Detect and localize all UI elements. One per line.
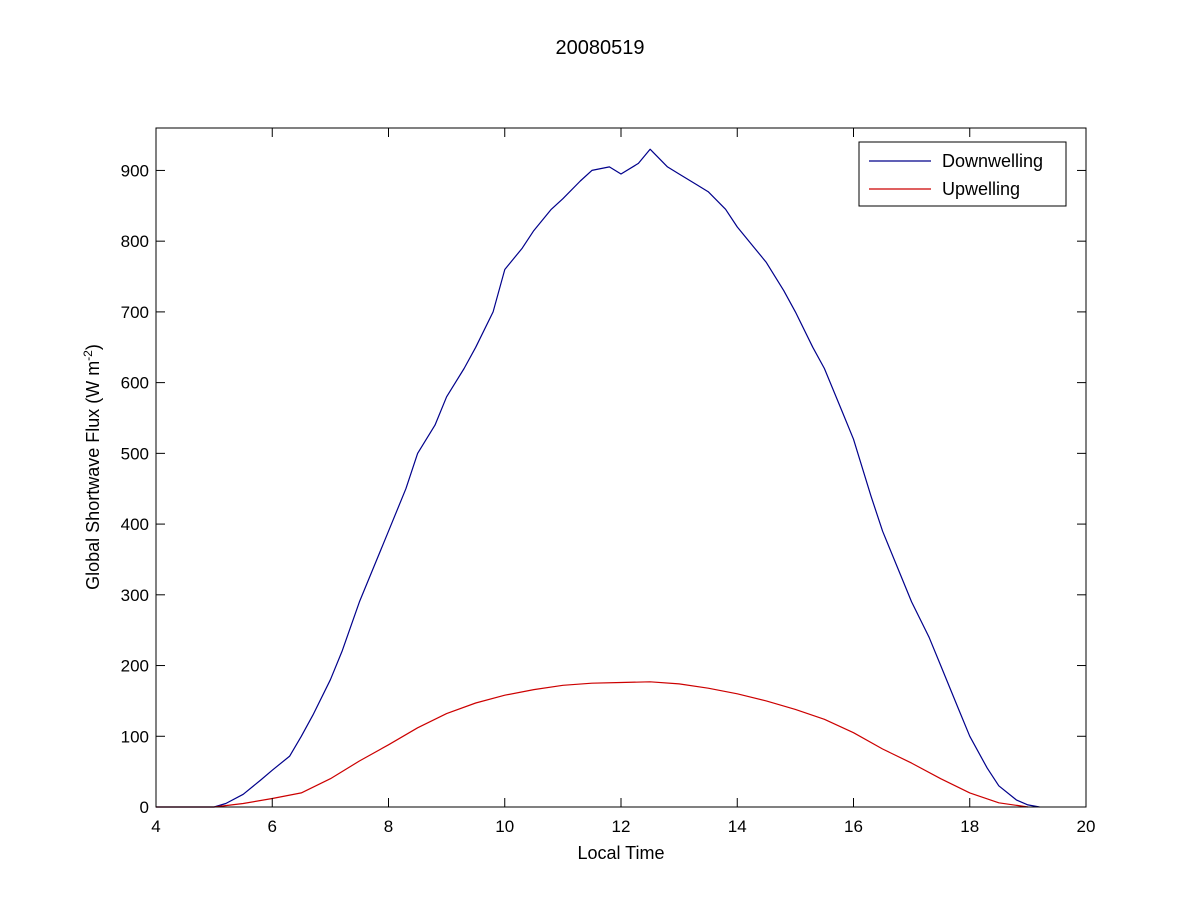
x-tick-label: 16 xyxy=(844,817,863,836)
y-tick-label: 0 xyxy=(140,798,149,817)
x-tick-label: 10 xyxy=(495,817,514,836)
ticks-layer: 4 6 8 10 12 14 16 18 200100200300400500600700800… xyxy=(121,128,1096,836)
y-axis-label: Global Shortwave Flux (W m-2) xyxy=(81,344,103,590)
y-tick-label: 200 xyxy=(121,657,149,676)
y-tick-label: 100 xyxy=(121,727,149,746)
chart-title: 20080519 xyxy=(556,37,645,59)
y-axis-label-sup: -2 xyxy=(81,350,95,361)
plot-area: 4 6 8 10 12 14 16 18 200100200300400500600700800… xyxy=(121,127,1096,836)
legend-label-downwelling: Downwelling xyxy=(942,151,1043,171)
legend-box xyxy=(858,141,1067,207)
x-axis-label: Local Time xyxy=(577,843,664,863)
series-line-downwelling xyxy=(156,148,1040,808)
legend: Downwelling Upwelling xyxy=(858,141,1067,207)
legend-label-upwelling: Upwelling xyxy=(942,179,1020,199)
x-tick-label: 4 xyxy=(151,817,160,836)
x-tick-label: 6 xyxy=(268,817,277,836)
series-line-upwelling xyxy=(156,681,1028,808)
y-tick-label: 700 xyxy=(121,303,149,322)
y-axis-label-close: ) xyxy=(83,344,103,350)
y-tick-label: 400 xyxy=(121,515,149,534)
x-tick-label: 8 xyxy=(384,817,393,836)
x-tick-label: 12 xyxy=(612,817,631,836)
y-tick-label: 300 xyxy=(121,586,149,605)
x-tick-label: 20 xyxy=(1077,817,1096,836)
y-tick-label: 500 xyxy=(121,444,149,463)
x-tick-label: 18 xyxy=(960,817,979,836)
y-tick-label: 800 xyxy=(121,232,149,251)
y-tick-label: 900 xyxy=(121,161,149,180)
x-tick-label: 14 xyxy=(728,817,747,836)
y-axis-label-main: Global Shortwave Flux (W m xyxy=(83,361,103,590)
plot-background xyxy=(156,128,1086,807)
series-layer xyxy=(156,148,1040,808)
y-tick-label: 600 xyxy=(121,374,149,393)
